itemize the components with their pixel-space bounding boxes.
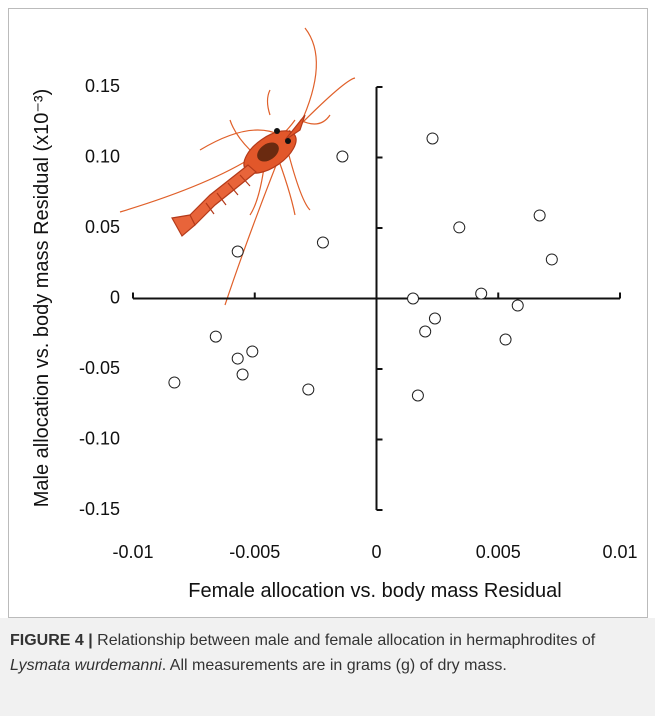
scatter-point [411,389,424,402]
figure-caption: FIGURE 4 | Relationship between male and… [0,618,655,716]
scatter-point [533,209,546,222]
scatter-point [209,330,222,343]
shrimp-illustration [119,27,356,306]
scatter-point [499,333,512,346]
scatter-point [407,292,420,305]
scatter-point [426,132,439,145]
caption-species: Lysmata wurdemanni [10,657,162,674]
scatter-point [336,150,349,163]
figure-frame [8,8,648,618]
scatter-point [545,253,558,266]
x-tick-label: -0.01 [112,542,153,562]
y-tick-label: -0.10 [79,428,120,448]
scatter-point [453,221,466,234]
x-tick-label: 0 [371,542,381,562]
scatter-point [511,299,524,312]
caption-label: FIGURE 4 | [10,632,93,649]
x-tick-label: -0.005 [229,542,280,562]
x-tick-label: 0.01 [602,542,637,562]
y-tick-label: -0.15 [79,499,120,519]
scatter-point [231,352,244,365]
chart: Female allocation vs. body mass Residual… [8,8,648,618]
scatter-point [428,312,441,325]
caption-text: Relationship between male and female all… [92,632,596,649]
scatter-point [475,287,488,300]
caption-text: . All measurements are in grams (g) of d… [161,657,507,674]
y-axis-label: Male allocation vs. body mass Residual (… [31,89,53,508]
y-tick-label: 0.05 [85,217,120,237]
scatter-point [168,376,181,389]
y-tick-label: 0 [110,287,120,307]
scatter-point [316,236,329,249]
scatter-point [419,325,432,338]
scatter-point [231,245,244,258]
y-tick-label: -0.05 [79,358,120,378]
scatter-point [246,345,259,358]
x-tick-label: 0.005 [476,542,521,562]
x-axis-label: Female allocation vs. body mass Residual [188,580,562,602]
scatter-point [302,383,315,396]
y-tick-label: 0.15 [85,76,120,96]
scatter-point [236,368,249,381]
y-tick-label: 0.10 [85,146,120,166]
